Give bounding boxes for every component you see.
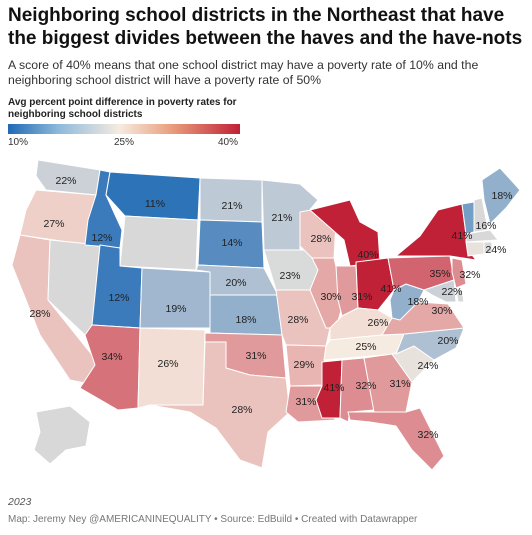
state-label-CT: 24% [485,244,506,256]
state-TX[interactable] [149,341,291,469]
state-label-MN: 21% [271,212,292,224]
state-label-KS: 18% [235,314,256,326]
legend-tick-high: 40% [218,137,239,148]
state-label-OR: 27% [43,218,64,230]
state-label-CO: 19% [165,303,186,315]
state-label-ME: 18% [491,190,512,202]
state-ME[interactable] [481,167,521,225]
state-label-UT: 12% [108,292,129,304]
state-label-NC: 20% [437,335,458,347]
state-DE[interactable] [455,287,465,303]
legend-color-scale [8,124,240,134]
chart-title: Neighboring school districts in the Nort… [8,5,523,49]
state-label-NM: 26% [157,358,178,370]
state-label-WI: 28% [310,233,331,245]
state-label-MD: 22% [441,286,462,298]
state-OH[interactable] [355,257,395,311]
legend-tick-mid: 25% [114,137,135,148]
state-label-MI: 40% [357,249,378,261]
state-label-TN: 25% [355,341,376,353]
state-label-WV: 18% [407,296,428,308]
state-label-IN: 31% [351,291,372,303]
state-MA[interactable] [465,229,499,243]
state-label-WA: 22% [55,175,76,187]
state-MI[interactable] [309,199,381,267]
state-label-ND: 21% [221,200,242,212]
state-label-OK: 31% [245,350,266,362]
state-label-OH: 41% [380,283,401,295]
state-label-NE: 20% [225,277,246,289]
state-AK [33,405,91,465]
state-label-MO: 28% [287,314,308,326]
state-label-ID: 12% [91,232,112,244]
state-label-GA: 31% [389,378,410,390]
state-label-IL: 30% [320,291,341,303]
state-label-VT: 16% [475,220,496,232]
state-NJ[interactable] [451,257,467,289]
state-CT[interactable] [465,241,485,257]
state-CO[interactable] [139,267,211,329]
state-RI[interactable] [483,241,493,255]
state-label-PA: 35% [429,268,450,280]
state-GA[interactable] [363,353,413,413]
source-credits: Map: Jeremy Ney @AMERICANINEQUALITY • So… [8,514,418,525]
state-label-AR: 29% [293,359,314,371]
state-label-AZ: 34% [101,351,122,363]
state-label-NY: 41% [451,230,472,242]
state-label-IA: 23% [279,270,300,282]
state-label-VA: 30% [431,305,452,317]
us-states-map: 22% 27% 28% 12% 11% 12% 34% 19% 26% 21% … [11,159,521,471]
state-label-FL: 32% [417,429,438,441]
state-label-SC: 24% [417,360,438,372]
state-MD[interactable] [423,279,457,303]
chart-subtitle: A score of 40% means that one school dis… [8,58,479,87]
legend-title: Avg percent point difference in poverty … [8,97,237,120]
state-label-CA: 28% [29,308,50,320]
state-FL[interactable] [347,407,445,471]
state-label-TX: 28% [231,404,252,416]
data-year: 2023 [8,496,32,508]
state-label-KY: 26% [367,317,388,329]
state-MT[interactable] [105,171,201,221]
state-WY[interactable] [119,215,199,271]
state-label-NJ: 32% [459,269,480,281]
state-label-AL: 32% [355,380,376,392]
state-label-LA: 31% [295,396,316,408]
legend-tick-low: 10% [8,137,29,148]
state-label-MT: 11% [145,198,165,210]
state-label-SD: 14% [221,237,242,249]
state-label-MS: 41% [323,382,344,394]
